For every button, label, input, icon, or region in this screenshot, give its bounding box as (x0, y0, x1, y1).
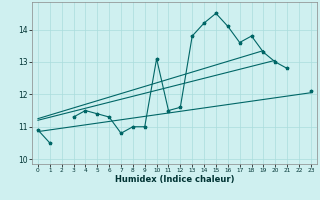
X-axis label: Humidex (Indice chaleur): Humidex (Indice chaleur) (115, 175, 234, 184)
